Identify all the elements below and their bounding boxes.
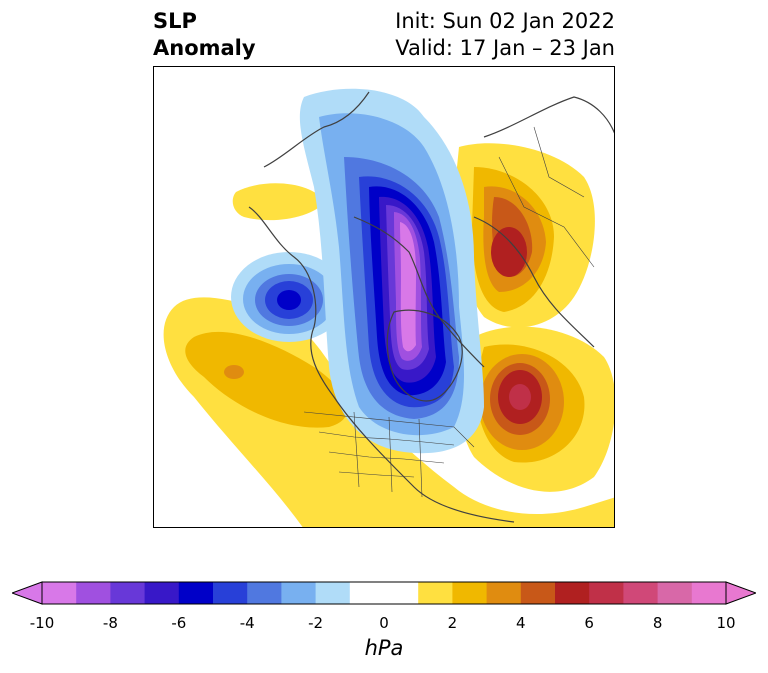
colorbar-tick-label: -10 [29, 614, 55, 632]
title-type: Anomaly [153, 36, 256, 60]
colorbar-cell [76, 582, 111, 604]
colorbar-frame [41, 581, 727, 605]
colorbar-cell [623, 582, 659, 604]
colorbar-extend-max [725, 581, 756, 605]
valid-range: Valid: 17 Jan – 23 Jan [395, 36, 615, 60]
borders [303, 126, 595, 498]
colorbar-tick-label: 8 [652, 614, 663, 632]
colorbar-cell [213, 582, 248, 604]
colorbar-cell [486, 582, 522, 604]
colorbar-cell [144, 582, 180, 604]
colorbar-cell [418, 582, 453, 604]
colorbar-tick-label: 6 [584, 614, 594, 632]
anomaly-map [153, 66, 615, 528]
colorbar-tick-label: -8 [102, 614, 118, 632]
atlantic-high [459, 326, 614, 492]
colorbar-cell [589, 582, 624, 604]
gulf-of-alaska-low [231, 252, 347, 342]
colorbar-tick-label: -6 [171, 614, 187, 632]
colorbar-cell [349, 582, 385, 604]
coastlines [248, 91, 614, 523]
colorbar-cell [384, 582, 419, 604]
colorbar-cell [247, 582, 282, 604]
init-date: Init: Sun 02 Jan 2022 [395, 9, 615, 33]
colorbar-tick-label: 0 [379, 614, 389, 632]
colorbar-tick-label: -4 [239, 614, 255, 632]
colorbar-cell [281, 582, 317, 604]
colorbar-cell [452, 582, 488, 604]
colorbar-tick-label: -2 [308, 614, 324, 632]
colorbar-cell [691, 582, 727, 604]
map-title-left: SLP Anomaly [153, 8, 256, 62]
colorbar-cell [657, 582, 693, 604]
colorbar-cell [110, 582, 146, 604]
arctic-low [299, 88, 484, 454]
colorbar-tick-label: 4 [516, 614, 526, 632]
colorbar-cells [12, 581, 756, 605]
colorbar-label: hPa [364, 636, 404, 660]
colorbar-cell [555, 582, 590, 604]
colorbar-cell [315, 582, 351, 604]
colorbar-cell [42, 582, 77, 604]
colorbar-extend-min [12, 581, 43, 605]
map-canvas [163, 88, 614, 527]
colorbar-tick-label: 2 [447, 614, 458, 632]
colorbar-cell [520, 582, 556, 604]
northwest-positive [232, 183, 324, 221]
colorbar [12, 581, 756, 605]
colorbar-tick-label: 10 [716, 614, 736, 632]
map-title-right: Init: Sun 02 Jan 2022 Valid: 17 Jan – 23… [395, 8, 615, 62]
colorbar-cell [178, 582, 214, 604]
title-variable: SLP [153, 9, 197, 33]
north-pacific-high [163, 297, 614, 527]
